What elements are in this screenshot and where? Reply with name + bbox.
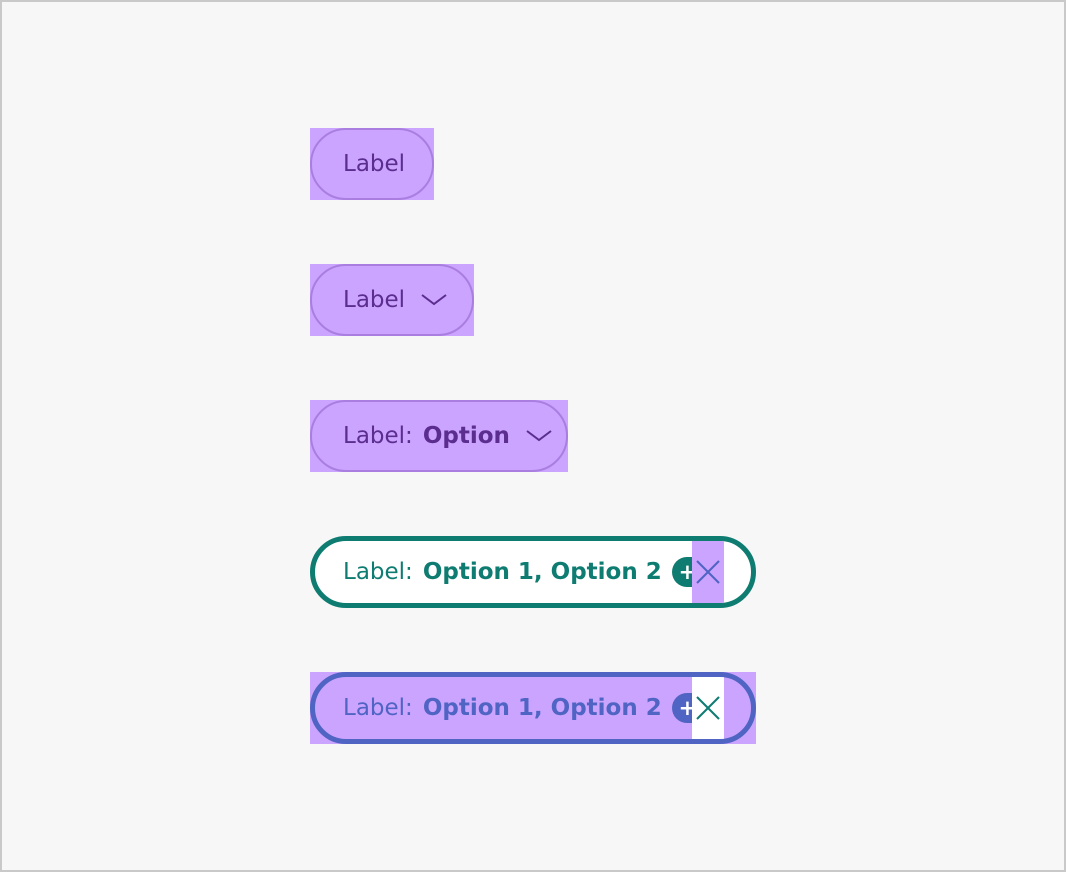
chevron-down-icon (526, 428, 552, 444)
chip-basic[interactable]: Label (310, 128, 434, 200)
clear-button[interactable] (692, 677, 724, 739)
chip-selected-multi-focused[interactable]: Label: Option 1, Option 2 +2 (310, 672, 756, 744)
chip-dropdown[interactable]: Label (310, 264, 474, 336)
chevron-down-icon (421, 292, 447, 308)
chip-selected-multi[interactable]: Label: Option 1, Option 2 +2 (310, 536, 756, 608)
chip-selected-options: Option 1, Option 2 (422, 695, 662, 721)
close-icon (695, 695, 721, 721)
chip-selected-option: Option (422, 423, 510, 449)
chip-label: Label (343, 287, 406, 313)
clear-button[interactable] (692, 541, 724, 603)
chip-selected-single[interactable]: Label: Option (310, 400, 568, 472)
chip-label: Label (343, 151, 406, 177)
chip-label: Label: (343, 695, 413, 721)
chip-selected-options: Option 1, Option 2 (422, 559, 662, 585)
chip-label: Label: (343, 423, 413, 449)
close-icon (695, 559, 721, 585)
chip-label: Label: (343, 559, 413, 585)
